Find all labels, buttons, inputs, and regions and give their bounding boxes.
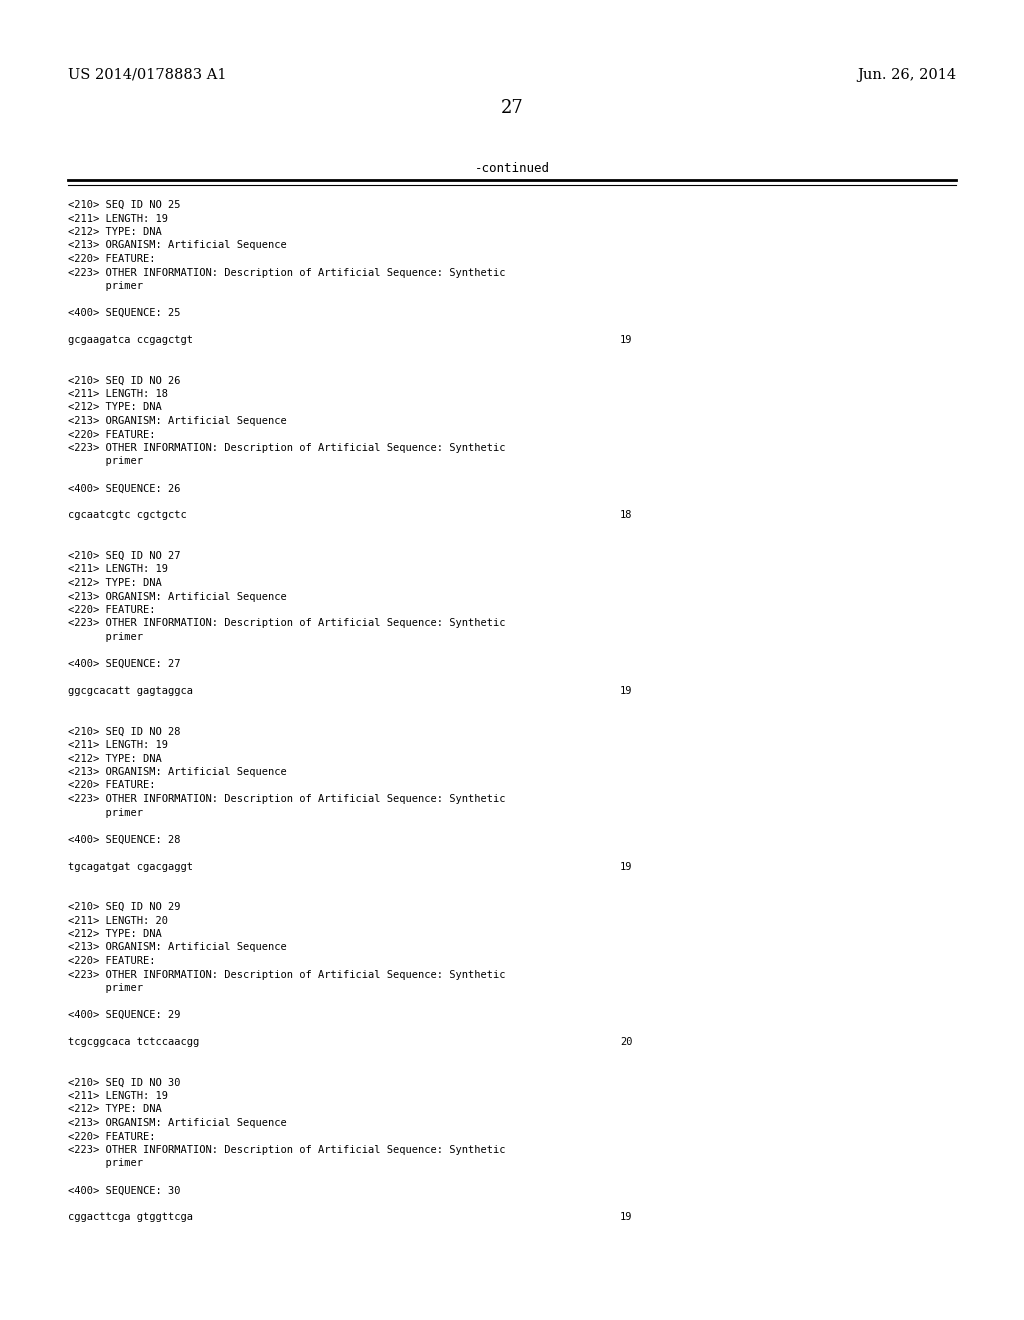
Text: <211> LENGTH: 19: <211> LENGTH: 19 bbox=[68, 565, 168, 574]
Text: <223> OTHER INFORMATION: Description of Artificial Sequence: Synthetic: <223> OTHER INFORMATION: Description of … bbox=[68, 444, 506, 453]
Text: <211> LENGTH: 20: <211> LENGTH: 20 bbox=[68, 916, 168, 925]
Text: <400> SEQUENCE: 26: <400> SEQUENCE: 26 bbox=[68, 483, 180, 494]
Text: Jun. 26, 2014: Jun. 26, 2014 bbox=[857, 69, 956, 82]
Text: <212> TYPE: DNA: <212> TYPE: DNA bbox=[68, 227, 162, 238]
Text: <400> SEQUENCE: 25: <400> SEQUENCE: 25 bbox=[68, 308, 180, 318]
Text: -continued: -continued bbox=[474, 161, 550, 174]
Text: cgcaatcgtc cgctgctc: cgcaatcgtc cgctgctc bbox=[68, 511, 186, 520]
Text: <220> FEATURE:: <220> FEATURE: bbox=[68, 1131, 156, 1142]
Text: <210> SEQ ID NO 26: <210> SEQ ID NO 26 bbox=[68, 375, 180, 385]
Text: <220> FEATURE:: <220> FEATURE: bbox=[68, 429, 156, 440]
Text: 19: 19 bbox=[620, 335, 633, 345]
Text: <213> ORGANISM: Artificial Sequence: <213> ORGANISM: Artificial Sequence bbox=[68, 240, 287, 251]
Text: primer: primer bbox=[68, 457, 143, 466]
Text: 19: 19 bbox=[620, 862, 633, 871]
Text: <400> SEQUENCE: 29: <400> SEQUENCE: 29 bbox=[68, 1010, 180, 1020]
Text: primer: primer bbox=[68, 632, 143, 642]
Text: <211> LENGTH: 19: <211> LENGTH: 19 bbox=[68, 214, 168, 223]
Text: <220> FEATURE:: <220> FEATURE: bbox=[68, 253, 156, 264]
Text: <213> ORGANISM: Artificial Sequence: <213> ORGANISM: Artificial Sequence bbox=[68, 942, 287, 953]
Text: <211> LENGTH: 19: <211> LENGTH: 19 bbox=[68, 741, 168, 750]
Text: <213> ORGANISM: Artificial Sequence: <213> ORGANISM: Artificial Sequence bbox=[68, 416, 287, 426]
Text: ggcgcacatt gagtaggca: ggcgcacatt gagtaggca bbox=[68, 686, 193, 696]
Text: gcgaagatca ccgagctgt: gcgaagatca ccgagctgt bbox=[68, 335, 193, 345]
Text: <210> SEQ ID NO 30: <210> SEQ ID NO 30 bbox=[68, 1077, 180, 1088]
Text: <210> SEQ ID NO 28: <210> SEQ ID NO 28 bbox=[68, 726, 180, 737]
Text: <223> OTHER INFORMATION: Description of Artificial Sequence: Synthetic: <223> OTHER INFORMATION: Description of … bbox=[68, 268, 506, 277]
Text: primer: primer bbox=[68, 983, 143, 993]
Text: <400> SEQUENCE: 30: <400> SEQUENCE: 30 bbox=[68, 1185, 180, 1196]
Text: 19: 19 bbox=[620, 686, 633, 696]
Text: cggacttcga gtggttcga: cggacttcga gtggttcga bbox=[68, 1213, 193, 1222]
Text: primer: primer bbox=[68, 808, 143, 817]
Text: <223> OTHER INFORMATION: Description of Artificial Sequence: Synthetic: <223> OTHER INFORMATION: Description of … bbox=[68, 969, 506, 979]
Text: 20: 20 bbox=[620, 1038, 633, 1047]
Text: <223> OTHER INFORMATION: Description of Artificial Sequence: Synthetic: <223> OTHER INFORMATION: Description of … bbox=[68, 1144, 506, 1155]
Text: <223> OTHER INFORMATION: Description of Artificial Sequence: Synthetic: <223> OTHER INFORMATION: Description of … bbox=[68, 619, 506, 628]
Text: <400> SEQUENCE: 27: <400> SEQUENCE: 27 bbox=[68, 659, 180, 669]
Text: <212> TYPE: DNA: <212> TYPE: DNA bbox=[68, 1105, 162, 1114]
Text: <213> ORGANISM: Artificial Sequence: <213> ORGANISM: Artificial Sequence bbox=[68, 1118, 287, 1129]
Text: <210> SEQ ID NO 29: <210> SEQ ID NO 29 bbox=[68, 902, 180, 912]
Text: <223> OTHER INFORMATION: Description of Artificial Sequence: Synthetic: <223> OTHER INFORMATION: Description of … bbox=[68, 795, 506, 804]
Text: US 2014/0178883 A1: US 2014/0178883 A1 bbox=[68, 69, 226, 82]
Text: <212> TYPE: DNA: <212> TYPE: DNA bbox=[68, 403, 162, 412]
Text: <210> SEQ ID NO 25: <210> SEQ ID NO 25 bbox=[68, 201, 180, 210]
Text: <220> FEATURE:: <220> FEATURE: bbox=[68, 956, 156, 966]
Text: primer: primer bbox=[68, 281, 143, 290]
Text: <212> TYPE: DNA: <212> TYPE: DNA bbox=[68, 754, 162, 763]
Text: <220> FEATURE:: <220> FEATURE: bbox=[68, 780, 156, 791]
Text: <210> SEQ ID NO 27: <210> SEQ ID NO 27 bbox=[68, 550, 180, 561]
Text: tcgcggcaca tctccaacgg: tcgcggcaca tctccaacgg bbox=[68, 1038, 200, 1047]
Text: 19: 19 bbox=[620, 1213, 633, 1222]
Text: primer: primer bbox=[68, 1159, 143, 1168]
Text: <211> LENGTH: 18: <211> LENGTH: 18 bbox=[68, 389, 168, 399]
Text: 18: 18 bbox=[620, 511, 633, 520]
Text: 27: 27 bbox=[501, 99, 523, 117]
Text: <212> TYPE: DNA: <212> TYPE: DNA bbox=[68, 578, 162, 587]
Text: tgcagatgat cgacgaggt: tgcagatgat cgacgaggt bbox=[68, 862, 193, 871]
Text: <220> FEATURE:: <220> FEATURE: bbox=[68, 605, 156, 615]
Text: <211> LENGTH: 19: <211> LENGTH: 19 bbox=[68, 1092, 168, 1101]
Text: <400> SEQUENCE: 28: <400> SEQUENCE: 28 bbox=[68, 834, 180, 845]
Text: <213> ORGANISM: Artificial Sequence: <213> ORGANISM: Artificial Sequence bbox=[68, 591, 287, 602]
Text: <213> ORGANISM: Artificial Sequence: <213> ORGANISM: Artificial Sequence bbox=[68, 767, 287, 777]
Text: <212> TYPE: DNA: <212> TYPE: DNA bbox=[68, 929, 162, 939]
